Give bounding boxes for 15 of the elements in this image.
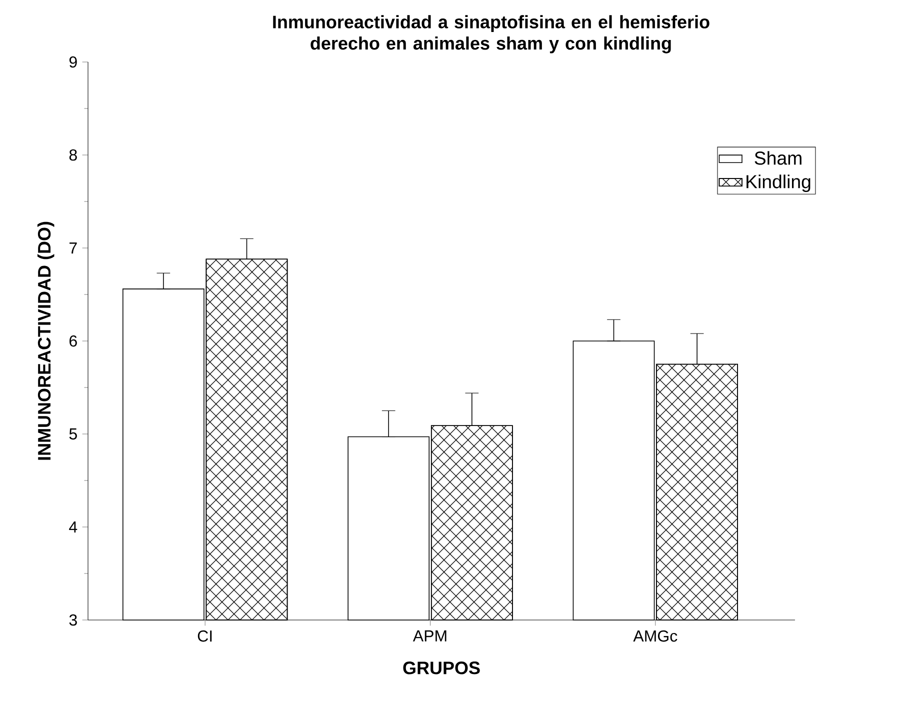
legend-label: Sham xyxy=(754,151,802,165)
legend-label: Kindling xyxy=(746,174,810,192)
y-tick-label: 3 xyxy=(69,614,77,626)
y-tick-label: 9 xyxy=(69,56,77,68)
y-tick-label: 8 xyxy=(69,149,77,161)
x-tick-label: AMGc xyxy=(633,630,678,642)
y-axis-title: INMUNOREACTIVIDAD (DO) xyxy=(37,222,54,460)
x-tick-label: CI xyxy=(198,630,212,642)
chart-title: Inmunoreactividad a sinaptofisina en el hemisferio derecho en animales sham y con kindling xyxy=(273,15,710,54)
x-tick-label: APM xyxy=(412,630,446,642)
y-tick-label: 7 xyxy=(70,242,77,254)
y-tick-label: 6 xyxy=(70,335,77,347)
y-tick-label: 4 xyxy=(69,521,78,532)
x-axis-title: GRUPOS xyxy=(403,662,480,674)
y-tick-label: 5 xyxy=(69,428,77,440)
